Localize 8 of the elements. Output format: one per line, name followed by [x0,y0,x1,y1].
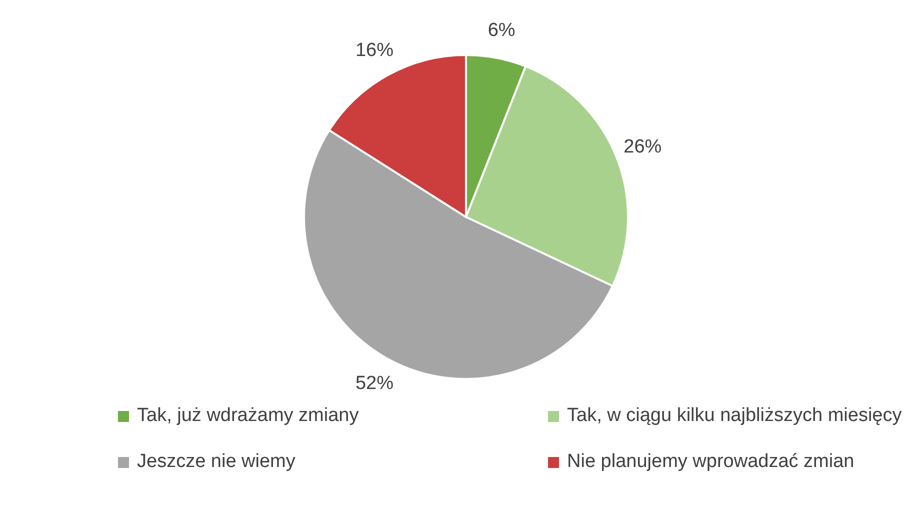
legend-label: Nie planujemy wprowadzać zmian [567,451,854,473]
legend-label: Tak, w ciągu kilku najbliższych miesięcy [567,405,902,427]
data-label: 26% [624,136,662,158]
data-label: 52% [355,373,394,394]
data-label: 6% [488,20,516,41]
data-label: 16% [355,40,394,61]
legend-label: Jeszcze nie wiemy [137,451,296,473]
legend-label: Tak, już wdrażamy zmiany [137,405,359,427]
